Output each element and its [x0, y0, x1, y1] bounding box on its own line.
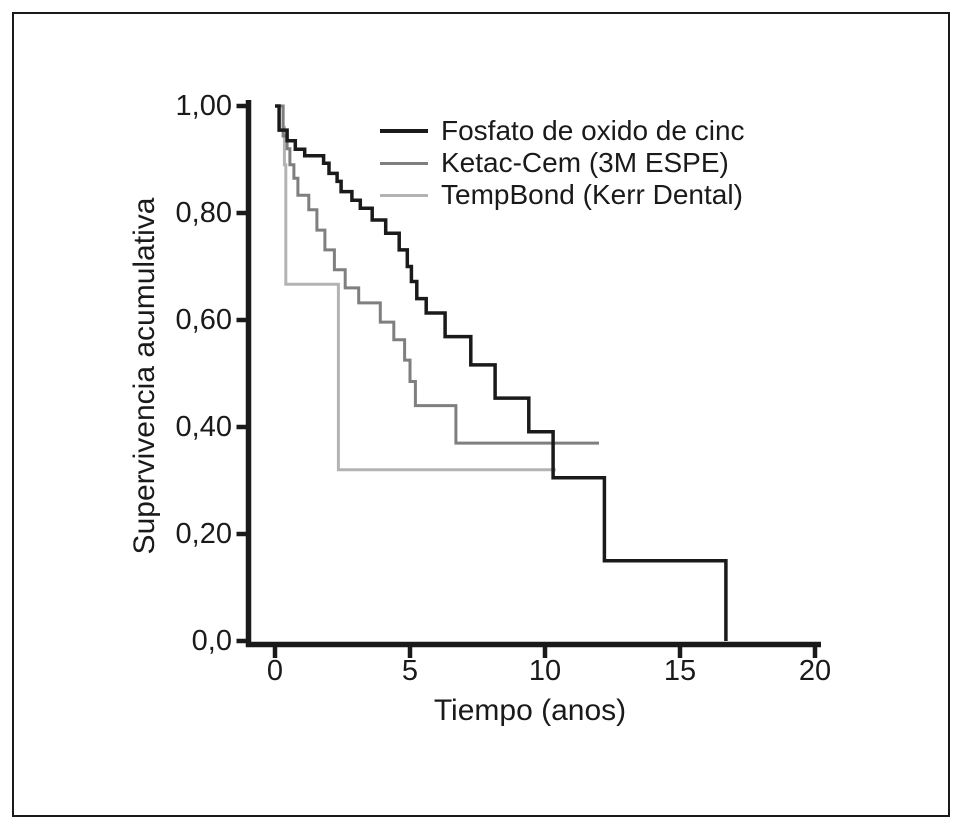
y-tick-label-060: 0,60	[175, 304, 232, 336]
x-tick-label-0: 0	[266, 655, 284, 687]
x-tick-label-20: 20	[798, 655, 832, 687]
x-tick-label-10: 10	[528, 655, 562, 687]
y-axis-title: Supervivencia acumulativa	[128, 197, 161, 555]
x-tick-label-5: 5	[401, 655, 419, 687]
legend-item-tempbond: TempBond (Kerr Dental)	[380, 179, 743, 211]
y-tick-label-080: 0,80	[175, 197, 232, 229]
y-tick-label-040: 0,40	[175, 411, 232, 443]
figure-border	[12, 12, 950, 817]
x-axis-title: Tiempo (anos)	[433, 694, 627, 727]
y-tick-label-020: 0,20	[175, 518, 232, 550]
series-curve-ketac-cem-3m-espe-	[280, 104, 599, 445]
legend-item-fosfato: Fosfato de oxido de cinc	[380, 115, 745, 147]
y-tick-label-100: 1,00	[175, 90, 232, 122]
series-curve-fosfato-de-oxido-de-cinc	[275, 104, 728, 641]
x-tick-label-15: 15	[663, 655, 697, 687]
legend-line-ketac-icon	[380, 161, 428, 165]
legend-label-ketac: Ketac-Cem (3M ESPE)	[441, 147, 729, 178]
legend-item-ketac: Ketac-Cem (3M ESPE)	[380, 147, 729, 179]
legend-label-fosfato: Fosfato de oxido de cinc	[441, 115, 745, 146]
legend-line-fosfato-icon	[380, 129, 428, 133]
y-tick-label-000: 0,0	[191, 625, 232, 657]
legend-line-tempbond-icon	[380, 193, 428, 197]
legend-label-tempbond: TempBond (Kerr Dental)	[441, 179, 743, 210]
